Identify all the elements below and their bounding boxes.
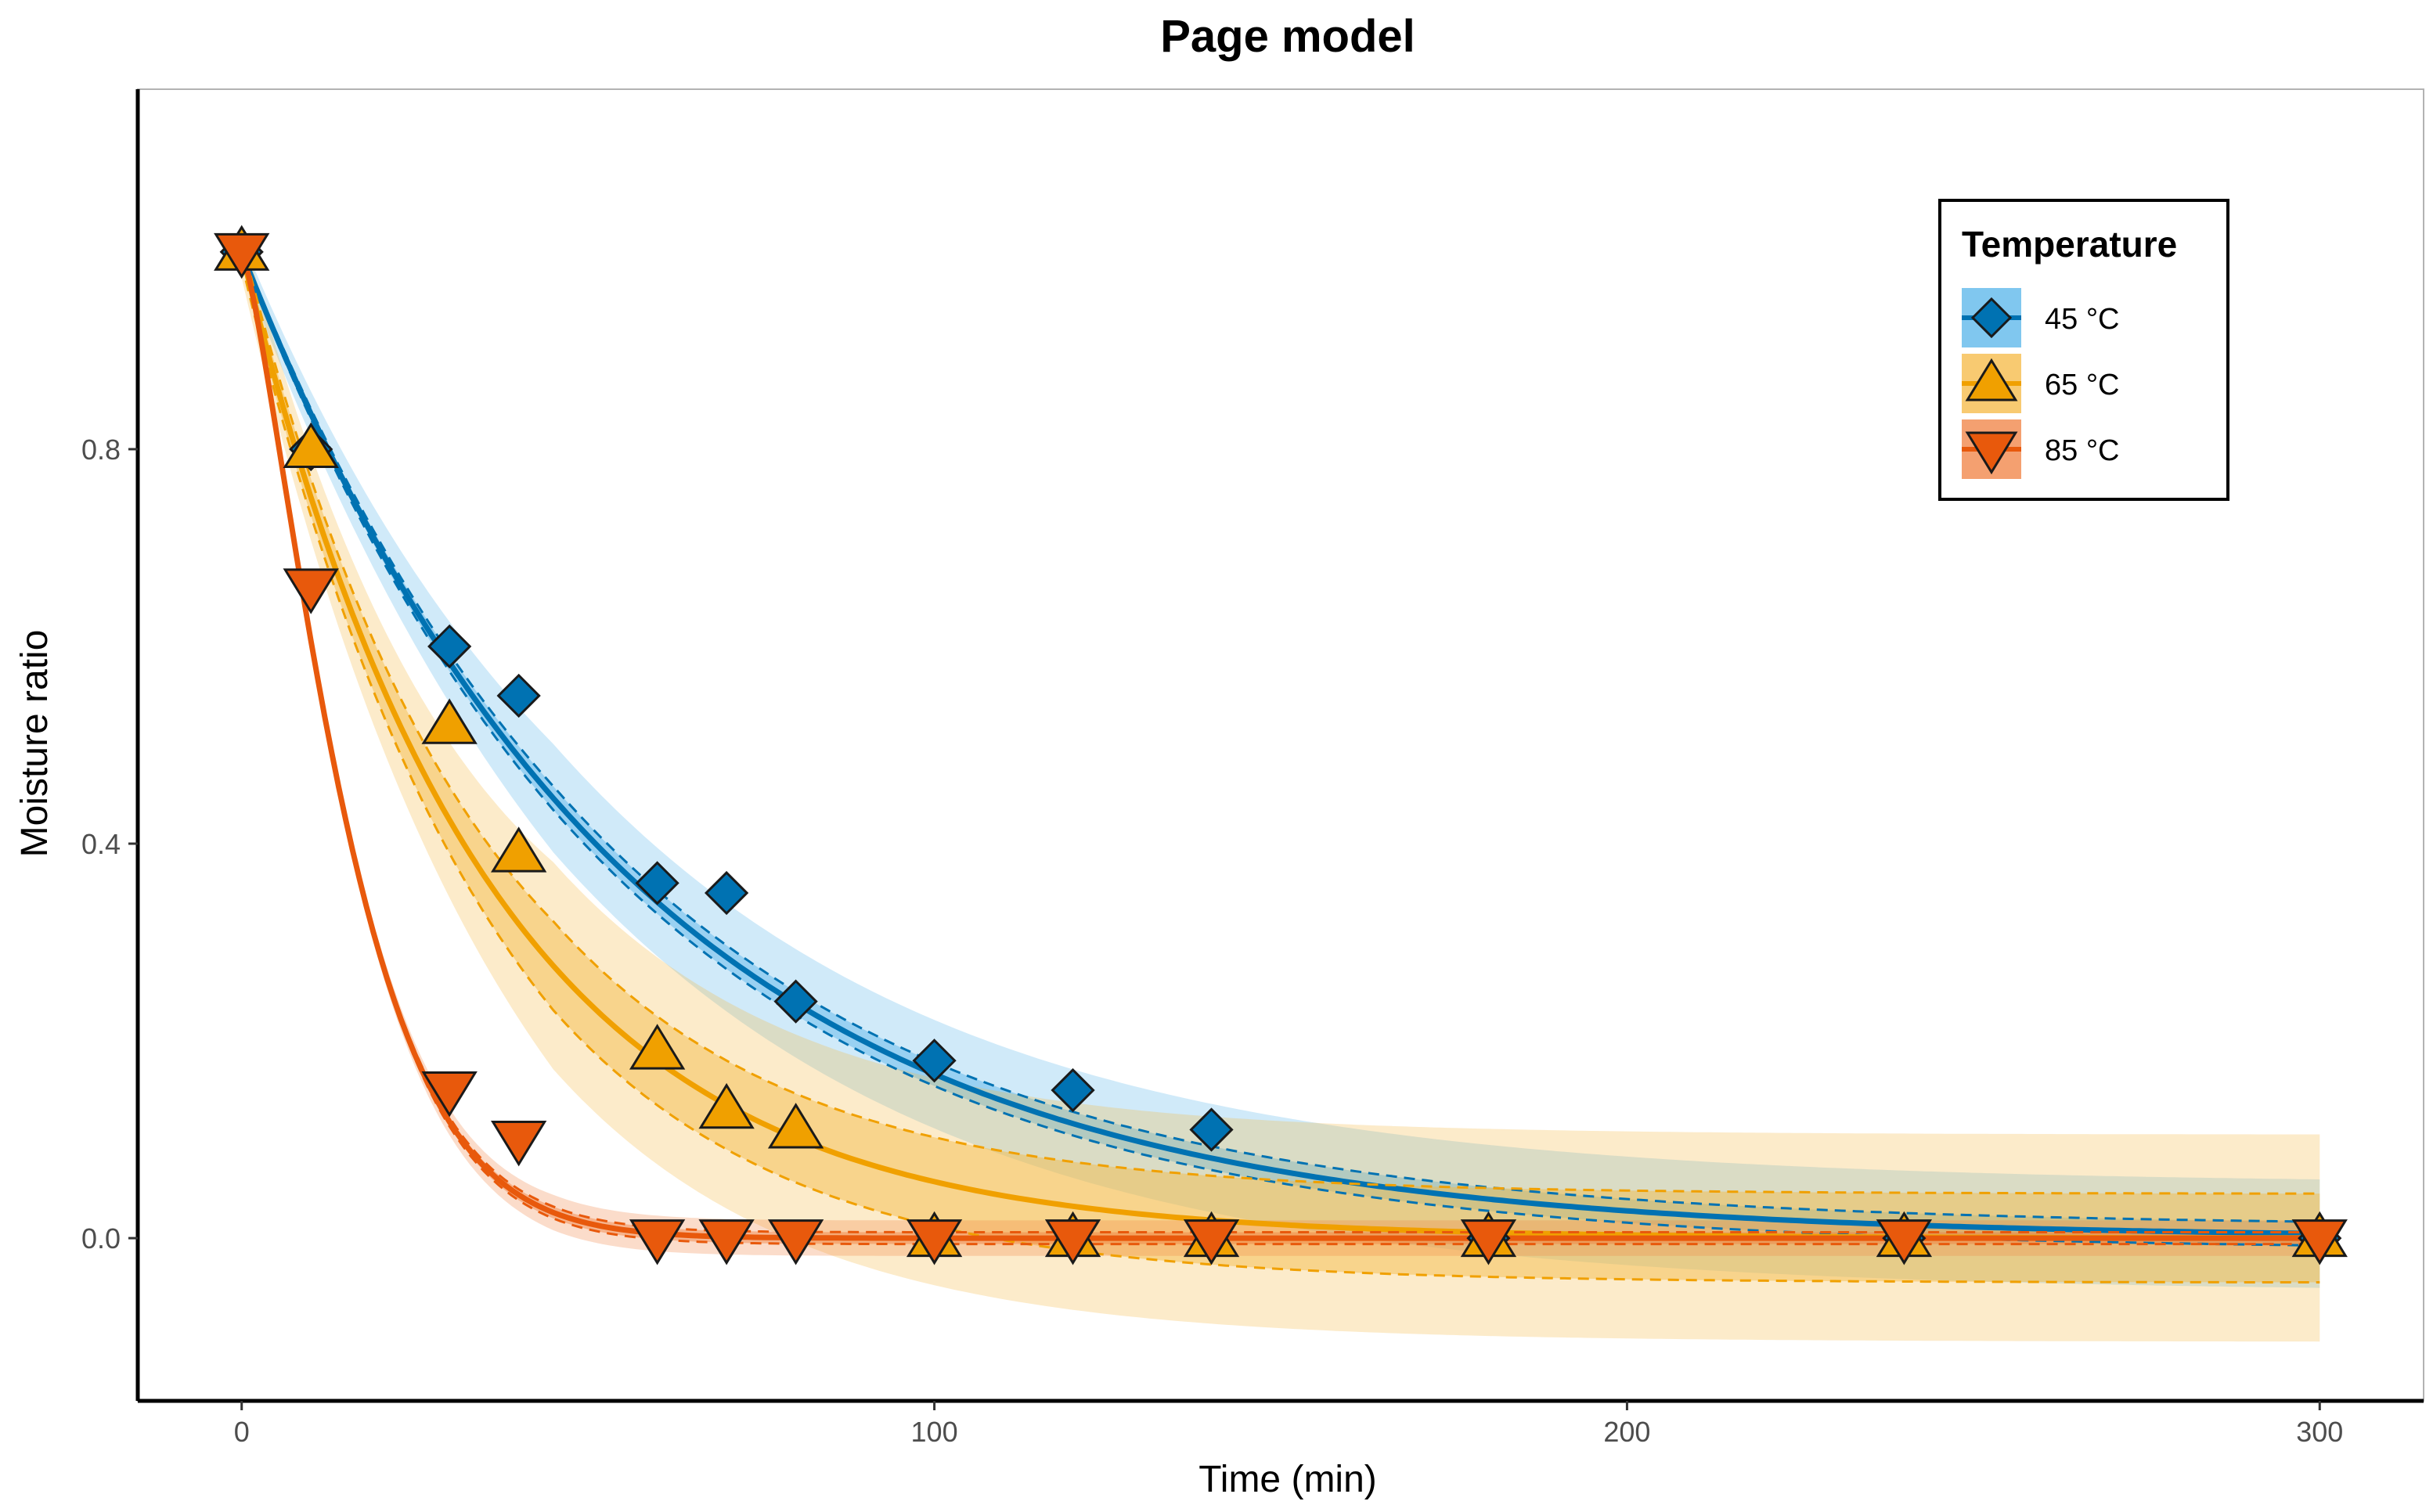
confidence-bands [241, 225, 2320, 1342]
data-point-45-3 [496, 673, 541, 718]
data-point-85-8 [1044, 1219, 1101, 1265]
prediction-band-65 [241, 225, 2320, 1342]
data-point-85-12 [2291, 1219, 2348, 1265]
data-point-65-3 [490, 826, 547, 873]
data-point-85-10 [1460, 1219, 1517, 1265]
legend-title: Temperature [1962, 224, 2177, 265]
model-curve-45 [239, 250, 2320, 1237]
data-point-45-9 [1189, 1107, 1234, 1152]
y-tick-label: 0.4 [81, 828, 121, 860]
data-point-85-6 [767, 1219, 824, 1265]
ci-bound-line-85-lower [240, 253, 2320, 1246]
x-tick-label: 200 [1603, 1416, 1650, 1448]
x-axis-title: Time (min) [1198, 1459, 1377, 1500]
x-tick-label: 0 [234, 1416, 250, 1448]
prediction-band-45 [241, 238, 2320, 1288]
data-point-45-2 [427, 624, 472, 669]
data-point-85-2 [421, 1071, 478, 1118]
y-tick-label: 0.0 [81, 1222, 121, 1255]
data-point-65-4 [629, 1024, 686, 1070]
ci-bound-line-65-upper [240, 240, 2320, 1195]
ci-bound-line-45-upper [240, 248, 2320, 1223]
legend-key-marker-45 [1970, 297, 2013, 339]
data-point-85-0 [214, 232, 270, 279]
data-point-45-4 [635, 861, 679, 905]
data-point-65-2 [421, 698, 478, 744]
data-point-85-9 [1183, 1219, 1240, 1265]
data-point-85-4 [629, 1219, 686, 1265]
data-point-65-5 [698, 1082, 755, 1129]
data-point-85-3 [490, 1121, 547, 1167]
legend-label-45: 45 °C [2045, 303, 2119, 336]
model-curve-85 [239, 250, 2320, 1241]
data-point-85-1 [283, 568, 339, 614]
legend-key-marker-65 [1965, 358, 2018, 401]
x-tick-label: 300 [2296, 1416, 2343, 1448]
data-point-45-8 [1051, 1067, 1095, 1113]
data-point-85-11 [1876, 1219, 1933, 1265]
data-point-65-6 [767, 1103, 824, 1149]
chart-title: Page model [1160, 11, 1415, 62]
legend-label-65: 65 °C [2045, 369, 2119, 401]
legend-key-marker-85 [1965, 431, 2018, 475]
observed-points [214, 225, 2348, 1265]
data-point-45-5 [704, 870, 749, 916]
data-point-65-1 [283, 422, 339, 468]
data-point-45-6 [773, 979, 818, 1024]
model-curves [239, 240, 2320, 1283]
legend: Temperature 45 °C 65 °C 85 °C [1938, 199, 2229, 501]
y-tick-label: 0.8 [81, 434, 121, 466]
ci-bound-line-65-lower [240, 262, 2320, 1283]
axes: 0 100 200 300 0.0 0.4 0.8 [81, 88, 2424, 1448]
y-axis-title: Moisture ratio [14, 630, 56, 858]
legend-label-85: 85 °C [2045, 434, 2119, 467]
x-tick-label: 100 [911, 1416, 958, 1448]
data-point-85-7 [906, 1219, 963, 1265]
data-point-45-7 [912, 1039, 957, 1083]
ci-bound-line-85-upper [240, 250, 2320, 1233]
data-point-85-5 [698, 1219, 755, 1265]
